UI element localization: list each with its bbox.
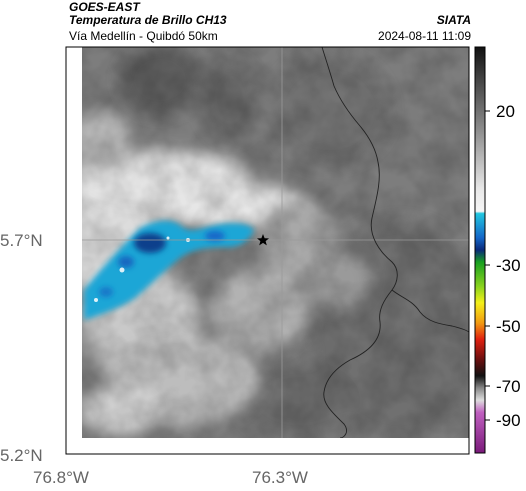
colorbar-tick-label: -90 <box>496 411 521 430</box>
product-title: Temperatura de Brillo CH13 <box>69 13 227 27</box>
satellite-title: GOES-EAST <box>69 0 140 14</box>
department-border <box>321 47 398 438</box>
lon-tick-label: 76.8°W <box>33 468 89 487</box>
department-border-east <box>391 289 469 333</box>
colorbar: 20 -30 -50 -70 -90 <box>474 46 521 454</box>
source-label: SIATA <box>436 13 471 27</box>
lon-axis-labels: 76.8°W 76.3°W <box>33 468 308 487</box>
colorbar-scale <box>474 46 486 454</box>
timestamp-label: 2024-08-11 11:09 <box>378 29 471 43</box>
colorbar-tick-label: -30 <box>496 256 521 275</box>
lat-axis-labels: 5.7°N 5.2°N <box>0 231 43 465</box>
colorbar-tick-label: 20 <box>496 102 515 121</box>
lat-tick-label: 5.7°N <box>0 231 43 250</box>
star-icon <box>257 234 269 246</box>
colorbar-tick-label: -50 <box>496 317 521 336</box>
map-frame <box>65 46 470 455</box>
lon-tick-label: 76.3°W <box>252 468 308 487</box>
brightness-temperature-field <box>82 47 469 438</box>
region-label: Vía Medellín - Quibdó 50km <box>69 29 218 43</box>
colorbar-tick-label: -70 <box>496 377 521 396</box>
lat-tick-label: 5.2°N <box>0 446 43 465</box>
